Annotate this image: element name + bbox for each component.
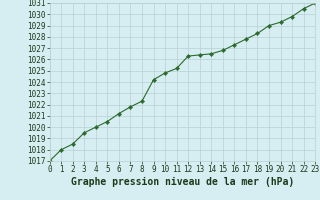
X-axis label: Graphe pression niveau de la mer (hPa): Graphe pression niveau de la mer (hPa) [71,177,294,187]
